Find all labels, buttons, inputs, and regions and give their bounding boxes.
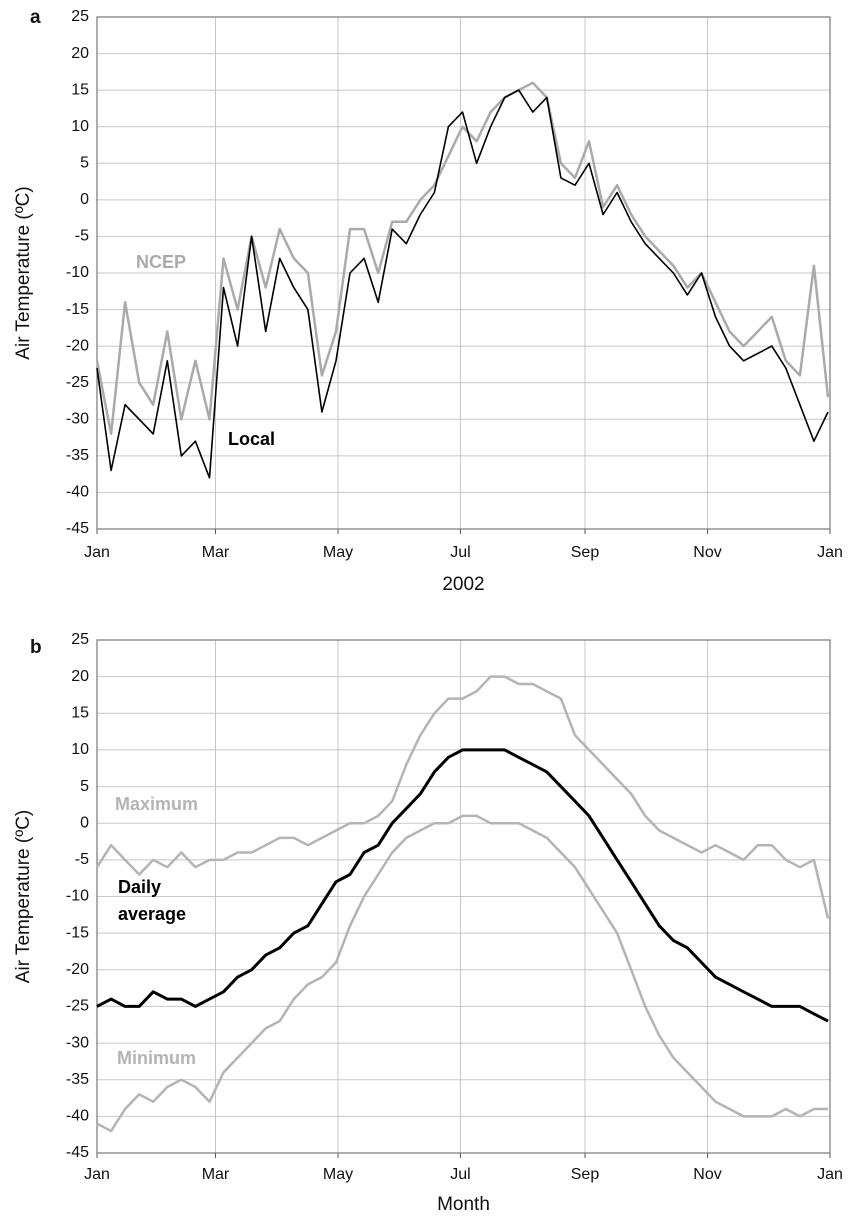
x-axis-label: Month xyxy=(437,1194,490,1215)
y-tick-label: -35 xyxy=(66,1071,89,1088)
y-tick-label: -45 xyxy=(66,1144,89,1161)
legend-label: Daily average xyxy=(118,877,186,924)
x-tick-label: Mar xyxy=(202,544,230,561)
y-axis-label: Air Temperature (ºC) xyxy=(13,810,34,983)
y-tick-label: 0 xyxy=(80,191,89,208)
y-axis-label: Air Temperature (ºC) xyxy=(13,186,34,359)
y-tick-label: 20 xyxy=(71,668,89,685)
x-axis-label: 2002 xyxy=(442,574,484,595)
legend-label: Maximum xyxy=(115,794,198,814)
y-tick-label: 15 xyxy=(71,81,89,98)
y-tick-label: -40 xyxy=(66,484,89,501)
x-tick-label: Sep xyxy=(571,544,600,561)
x-tick-label: Jan xyxy=(817,1166,843,1183)
y-tick-label: -15 xyxy=(66,924,89,941)
y-tick-label: -5 xyxy=(75,228,89,245)
y-tick-label: -45 xyxy=(66,520,89,537)
y-tick-label: 25 xyxy=(71,631,89,648)
y-tick-label: -20 xyxy=(66,961,89,978)
y-tick-label: 10 xyxy=(71,741,89,758)
plot-frame xyxy=(96,16,831,530)
y-tick-label: -40 xyxy=(66,1108,89,1125)
y-tick-label: 5 xyxy=(80,155,89,172)
y-tick-label: -20 xyxy=(66,337,89,354)
y-tick-label: -10 xyxy=(66,888,89,905)
y-tick-label: -25 xyxy=(66,374,89,391)
legend-label: Minimum xyxy=(117,1048,196,1068)
x-tick-label: May xyxy=(323,1166,353,1183)
y-tick-label: 0 xyxy=(80,814,89,831)
plot-frame xyxy=(96,639,831,1154)
legend-label: Local xyxy=(228,429,275,449)
x-tick-label: Jul xyxy=(450,544,470,561)
x-tick-label: Jan xyxy=(817,544,843,561)
y-tick-label: 25 xyxy=(71,8,89,25)
x-tick-label: Jan xyxy=(84,544,110,561)
series-line xyxy=(96,748,829,1023)
x-tick-label: Nov xyxy=(693,544,721,561)
legend-label: NCEP xyxy=(136,252,186,272)
y-tick-label: 20 xyxy=(71,45,89,62)
panel-label: b xyxy=(30,637,42,658)
y-tick-label: -30 xyxy=(66,411,89,428)
x-tick-label: Mar xyxy=(202,1166,230,1183)
panel-label: a xyxy=(30,7,41,28)
x-tick-label: Nov xyxy=(693,1166,721,1183)
x-tick-label: Sep xyxy=(571,1166,600,1183)
series-line xyxy=(96,89,829,479)
x-tick-label: May xyxy=(323,544,353,561)
y-tick-label: 10 xyxy=(71,118,89,135)
y-tick-label: -10 xyxy=(66,264,89,281)
x-tick-label: Jul xyxy=(450,1166,470,1183)
y-tick-label: 15 xyxy=(71,705,89,722)
x-tick-label: Jan xyxy=(84,1166,110,1183)
y-tick-label: -35 xyxy=(66,447,89,464)
series-line xyxy=(95,81,830,436)
y-tick-label: -30 xyxy=(66,1034,89,1051)
y-tick-label: -25 xyxy=(66,998,89,1015)
y-tick-label: -5 xyxy=(75,851,89,868)
y-tick-label: 5 xyxy=(80,778,89,795)
series-line xyxy=(95,675,830,919)
y-tick-label: -15 xyxy=(66,301,89,318)
series-line xyxy=(96,814,828,1133)
